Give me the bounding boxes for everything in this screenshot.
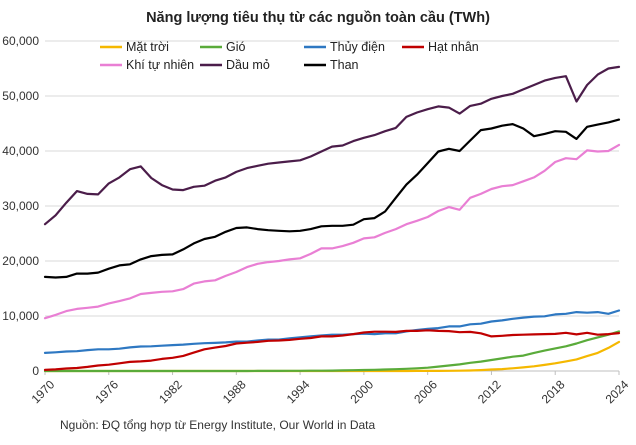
legend-label: Gió bbox=[226, 40, 246, 54]
y-tick-label: 0 bbox=[32, 364, 39, 378]
x-tick-label: 1988 bbox=[220, 377, 249, 406]
y-tick-label: 60,000 bbox=[2, 34, 39, 48]
x-tick-label: 1970 bbox=[29, 377, 58, 406]
x-tick-label: 2006 bbox=[411, 377, 440, 406]
y-tick-label: 10,000 bbox=[2, 309, 39, 323]
y-tick-label: 30,000 bbox=[2, 199, 39, 213]
x-tick-label: 1982 bbox=[156, 377, 185, 406]
gridlines bbox=[45, 40, 619, 317]
x-tick-label: 2024 bbox=[603, 377, 632, 406]
series-line bbox=[43, 329, 621, 371]
series-line bbox=[43, 65, 621, 226]
y-tick-label: 20,000 bbox=[2, 254, 39, 268]
series-line bbox=[43, 143, 621, 320]
x-tick-label: 1994 bbox=[284, 377, 313, 406]
legend-label: Khí tự nhiên bbox=[126, 58, 194, 72]
legend-label: Than bbox=[330, 58, 359, 72]
series-lines bbox=[43, 65, 621, 373]
series-line bbox=[43, 330, 621, 373]
series-line bbox=[43, 309, 621, 354]
legend: Mặt trời Gió Thủy điện Hạt nhân Khí tự nhiên… bbox=[100, 40, 479, 72]
legend-label: Thủy điện bbox=[330, 40, 385, 54]
x-tick-label: 2018 bbox=[539, 377, 568, 406]
x-tick-label: 1976 bbox=[92, 377, 121, 406]
source-note: Nguồn: ĐQ tổng hợp từ Energy Institute, … bbox=[60, 418, 375, 432]
x-tick-label: 2000 bbox=[347, 377, 376, 406]
chart-title: Năng lượng tiêu thụ từ các nguồn toàn cầ… bbox=[146, 10, 490, 26]
y-tick-label: 40,000 bbox=[2, 144, 39, 158]
legend-label: Dầu mỏ bbox=[226, 58, 270, 72]
x-tick-label: 2012 bbox=[475, 377, 504, 406]
legend-label: Hạt nhân bbox=[428, 40, 479, 54]
legend-label: Mặt trời bbox=[126, 40, 169, 54]
y-tick-label: 50,000 bbox=[2, 89, 39, 103]
series-line bbox=[43, 118, 621, 279]
